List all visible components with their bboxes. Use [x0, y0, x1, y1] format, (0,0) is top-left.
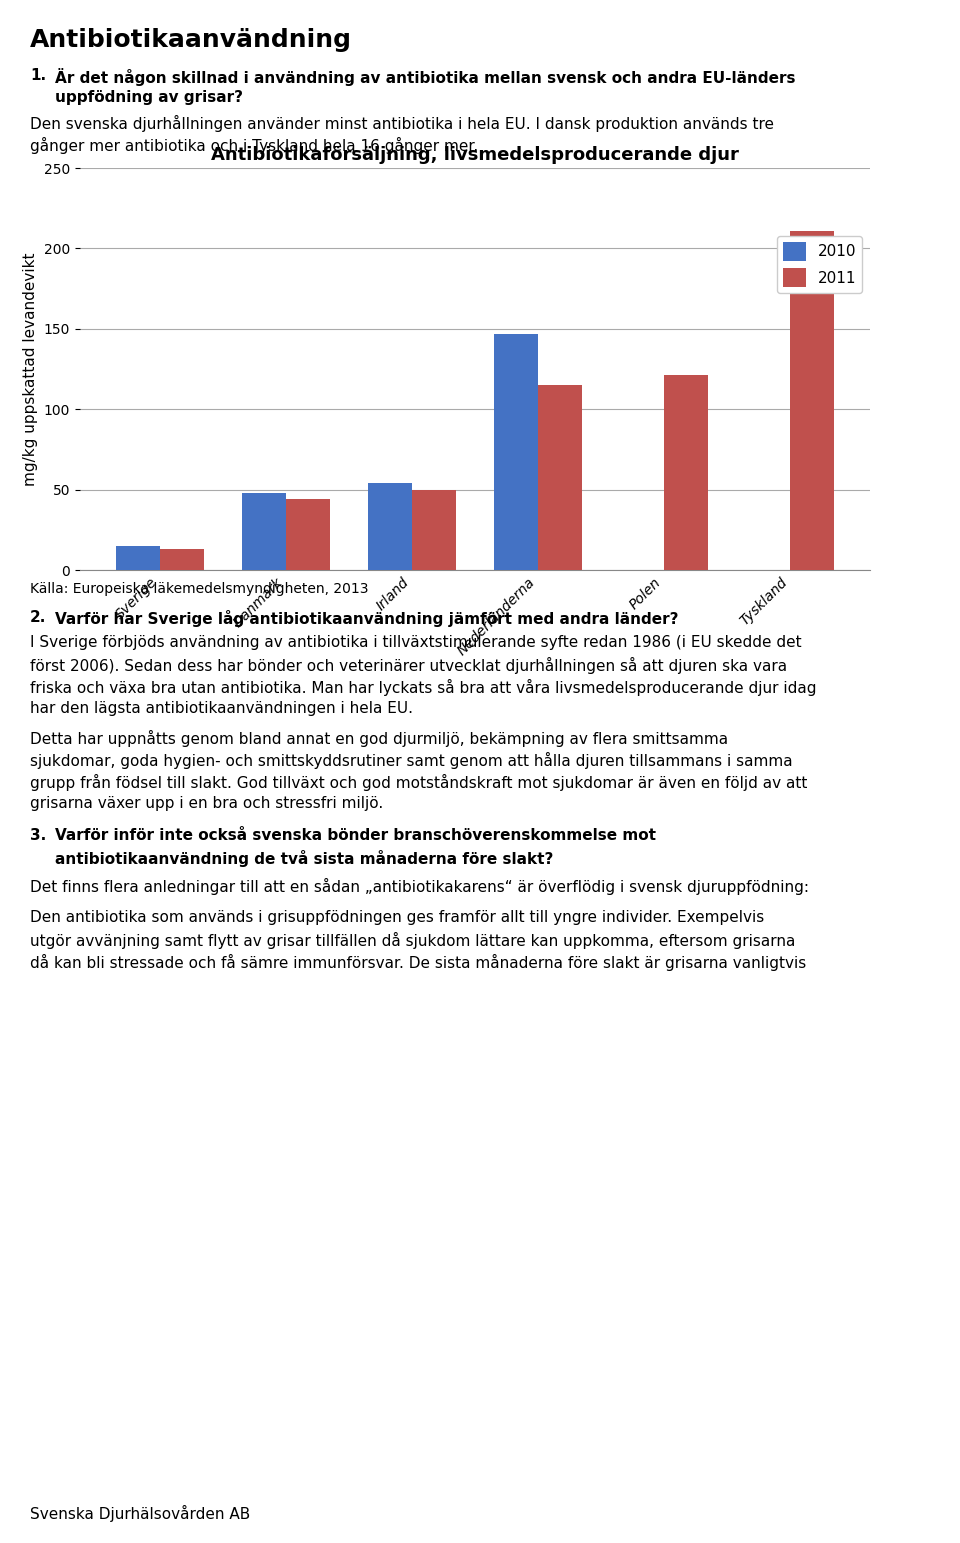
Text: Antibiotikaanvändning: Antibiotikaanvändning	[30, 28, 352, 52]
Bar	[116, 546, 160, 569]
Bar	[286, 500, 330, 569]
Text: grupp från födsel till slakt. God tillväxt och god motståndskraft mot sjukdomar : grupp från födsel till slakt. God tillvä…	[30, 775, 807, 792]
Text: utgör avvänjning samt flytt av grisar tillfällen då sjukdom lättare kan uppkomma: utgör avvänjning samt flytt av grisar ti…	[30, 932, 796, 949]
Text: Är det någon skillnad i användning av antibiotika mellan svensk och andra EU-län: Är det någon skillnad i användning av an…	[55, 68, 796, 86]
Bar	[242, 492, 286, 569]
Text: 1.: 1.	[30, 68, 46, 83]
Text: först 2006). Sedan dess har bönder och veterinärer utvecklat djurhållningen så a: först 2006). Sedan dess har bönder och v…	[30, 657, 787, 674]
Text: Varför inför inte också svenska bönder branschöverenskommelse mot: Varför inför inte också svenska bönder b…	[55, 829, 656, 842]
Text: Varför har Sverige låg antibiotikaanvändning jämfört med andra länder?: Varför har Sverige låg antibiotikaanvänd…	[55, 609, 679, 626]
Title: Antibiotikaförsäljning, livsmedelsproducerande djur: Antibiotikaförsäljning, livsmedelsproduc…	[211, 145, 739, 164]
Text: då kan bli stressade och få sämre immunförsvar. De sista månaderna före slakt är: då kan bli stressade och få sämre immunf…	[30, 954, 806, 971]
Text: gånger mer antibiotika och i Tyskland hela 16 gånger mer.: gånger mer antibiotika och i Tyskland he…	[30, 137, 478, 154]
Y-axis label: mg/kg uppskattad levandevikt: mg/kg uppskattad levandevikt	[23, 252, 38, 486]
Text: 3.: 3.	[30, 829, 46, 842]
Bar	[160, 549, 204, 569]
Text: antibiotikaanvändning de två sista månaderna före slakt?: antibiotikaanvändning de två sista månad…	[55, 850, 553, 867]
Text: 2.: 2.	[30, 609, 46, 625]
Text: I Sverige förbjöds användning av antibiotika i tillväxtstimulerande syfte redan : I Sverige förbjöds användning av antibio…	[30, 636, 802, 650]
Text: Det finns flera anledningar till att en sådan „antibiotikakarens“ är överflödig : Det finns flera anledningar till att en …	[30, 878, 809, 895]
Bar	[368, 483, 412, 569]
Bar	[412, 489, 456, 569]
Text: grisarna växer upp i en bra och stressfri miljö.: grisarna växer upp i en bra och stressfr…	[30, 796, 383, 812]
Bar	[664, 375, 708, 569]
Bar	[493, 333, 538, 569]
Text: friska och växa bra utan antibiotika. Man har lyckats så bra att våra livsmedels: friska och växa bra utan antibiotika. Ma…	[30, 679, 817, 696]
Text: Källa: Europeiska läkemedelsmyndigheten, 2013: Källa: Europeiska läkemedelsmyndigheten,…	[30, 582, 369, 596]
Bar	[538, 386, 582, 569]
Text: Svenska Djurhälsovården AB: Svenska Djurhälsovården AB	[30, 1504, 251, 1521]
Text: Detta har uppnåtts genom bland annat en god djurmiljö, bekämpning av flera smitt: Detta har uppnåtts genom bland annat en …	[30, 730, 728, 747]
Text: Den svenska djurhållningen använder minst antibiotika i hela EU. I dansk produkt: Den svenska djurhållningen använder mins…	[30, 116, 774, 133]
Bar	[790, 231, 834, 569]
Text: uppfödning av grisar?: uppfödning av grisar?	[55, 89, 243, 105]
Text: Den antibiotika som används i grisuppfödningen ges framför allt till yngre indiv: Den antibiotika som används i grisuppföd…	[30, 910, 764, 924]
Text: har den lägsta antibiotikaanvändningen i hela EU.: har den lägsta antibiotikaanvändningen i…	[30, 701, 413, 716]
Legend: 2010, 2011: 2010, 2011	[777, 236, 862, 293]
Text: sjukdomar, goda hygien- och smittskyddsrutiner samt genom att hålla djuren tills: sjukdomar, goda hygien- och smittskyddsr…	[30, 751, 793, 768]
